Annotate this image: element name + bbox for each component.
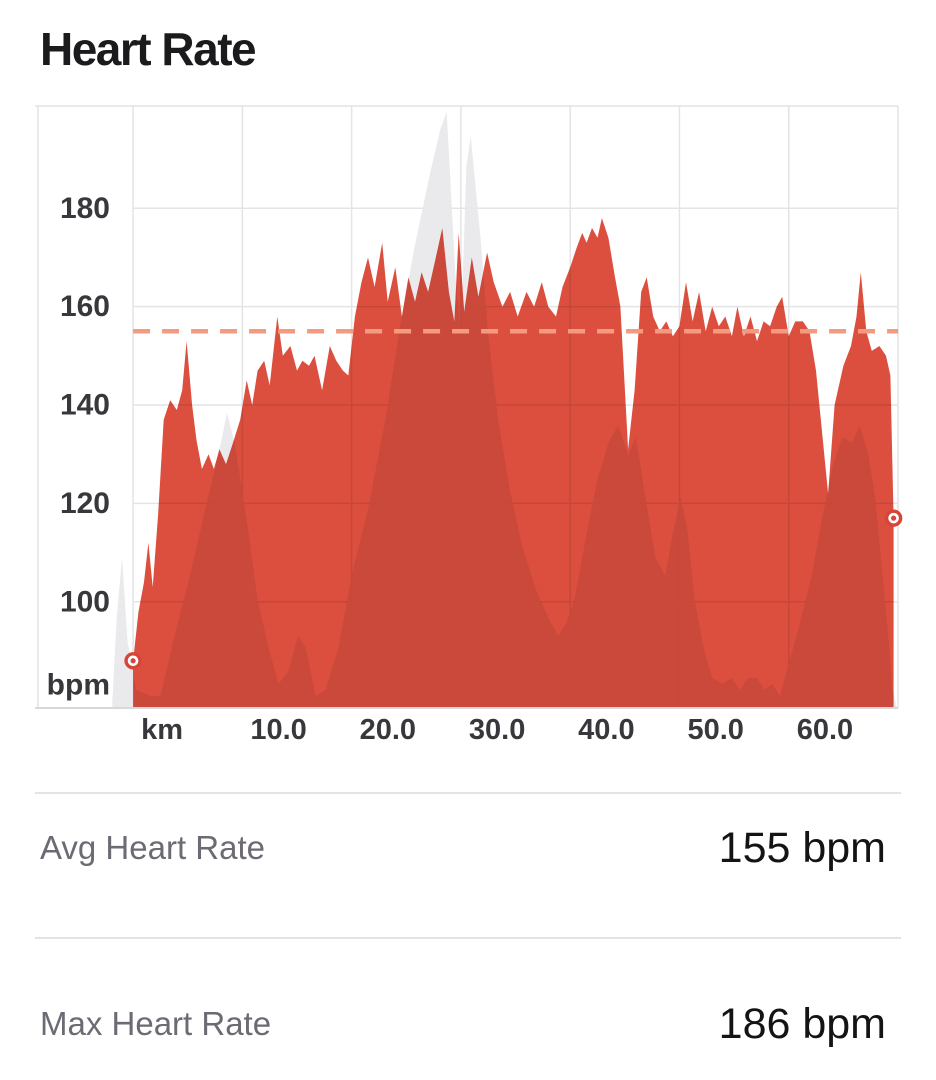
stats-section: Avg Heart Rate 155 bpm Max Heart Rate 18… bbox=[0, 768, 936, 1080]
max-heart-rate-value: 186 bpm bbox=[718, 999, 886, 1048]
y-tick-label: 120 bbox=[60, 487, 110, 520]
start-marker-dot bbox=[130, 658, 136, 664]
y-tick-label: 160 bbox=[60, 290, 110, 323]
heart-rate-chart[interactable]: 100 120 140 160 180 bpm km 10.0 20.0 30.0 40.0 50.0… bbox=[0, 88, 936, 768]
y-axis-unit-label: bpm bbox=[47, 669, 110, 702]
page-title: Heart Rate bbox=[40, 23, 257, 75]
avg-heart-rate-label: Avg Heart Rate bbox=[40, 829, 266, 866]
x-tick-label: 40.0 bbox=[578, 714, 634, 746]
y-tick-label: 180 bbox=[60, 192, 110, 225]
heart-rate-area bbox=[133, 218, 894, 708]
x-tick-label: 50.0 bbox=[687, 714, 743, 746]
divider bbox=[35, 792, 901, 794]
y-tick-label: 140 bbox=[60, 389, 110, 422]
divider bbox=[35, 937, 901, 939]
x-tick-label: 10.0 bbox=[250, 714, 306, 746]
stat-row-avg-heart-rate: Avg Heart Rate 155 bpm bbox=[0, 794, 936, 902]
avg-heart-rate-value: 155 bpm bbox=[718, 823, 886, 872]
x-tick-label: 30.0 bbox=[469, 714, 525, 746]
max-heart-rate-label: Max Heart Rate bbox=[40, 1005, 272, 1042]
x-tick-label: km bbox=[141, 714, 183, 746]
end-marker-dot bbox=[891, 515, 897, 521]
stat-row-max-heart-rate: Max Heart Rate 186 bpm bbox=[0, 939, 936, 1080]
x-tick-label: 20.0 bbox=[360, 714, 416, 746]
y-tick-label: 100 bbox=[60, 585, 110, 618]
x-tick-label: 60.0 bbox=[797, 714, 853, 746]
